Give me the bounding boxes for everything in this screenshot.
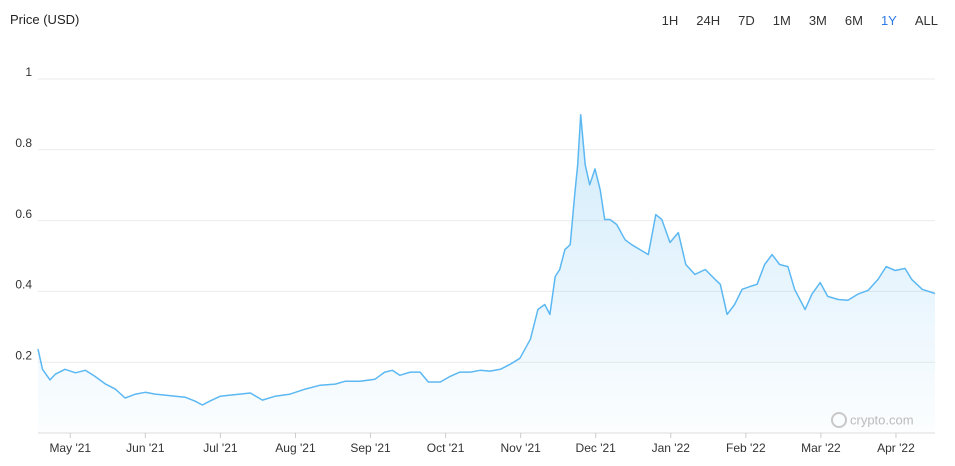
x-tick-label: Nov '21 — [500, 441, 541, 455]
y-tick-label: 1 — [25, 65, 32, 79]
y-tick-label: 0.6 — [15, 207, 32, 221]
x-tick-label: Feb '22 — [726, 441, 766, 455]
range-button[interactable]: 1M — [764, 11, 800, 30]
range-button[interactable]: 1Y — [872, 11, 906, 30]
price-line — [37, 114, 936, 406]
x-tick-label: Aug '21 — [275, 441, 316, 455]
range-button[interactable]: 7D — [729, 11, 764, 30]
y-tick-label: 0.2 — [15, 348, 32, 362]
range-selector: 1H 24H 7D 1M 3M 6M 1Y ALL — [653, 11, 947, 30]
x-tick-label: Sep '21 — [350, 441, 391, 455]
x-tick-label: Jul '21 — [203, 441, 238, 455]
watermark-icon — [831, 412, 847, 428]
range-button[interactable]: 6M — [836, 11, 872, 30]
x-tick-label: Jun '21 — [126, 441, 165, 455]
watermark: crypto.com — [850, 412, 914, 427]
x-tick-label: Mar '22 — [801, 441, 841, 455]
x-tick-label: Jan '22 — [652, 441, 691, 455]
y-tick-label: 0.4 — [15, 278, 32, 292]
area-fill — [38, 114, 935, 434]
range-button[interactable]: 1H — [653, 11, 688, 30]
x-tick-label: May '21 — [49, 441, 91, 455]
x-tick-label: Dec '21 — [576, 441, 617, 455]
range-button[interactable]: 24H — [687, 11, 729, 30]
range-button[interactable]: 3M — [800, 11, 836, 30]
x-tick-label: Apr '22 — [877, 441, 915, 455]
chart-title: Price (USD) — [10, 12, 80, 27]
y-tick-label: 0.8 — [15, 136, 32, 150]
x-tick-label: Oct '21 — [427, 441, 465, 455]
range-button[interactable]: ALL — [906, 11, 947, 30]
